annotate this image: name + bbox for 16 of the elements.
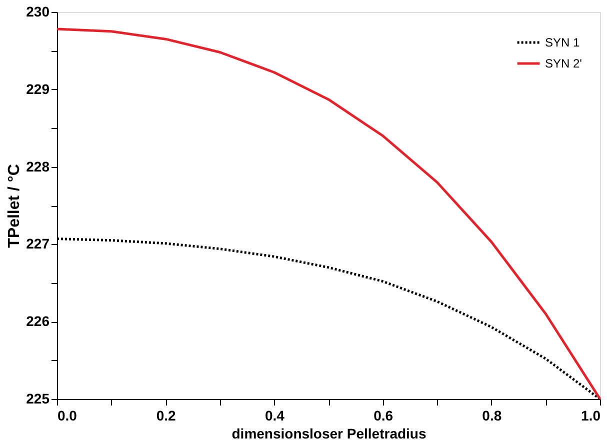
legend-label: SYN 2' [545,56,582,70]
y-tick-label: 230 [26,4,50,20]
x-axis-title: dimensionsloser Pelletradius [232,426,426,442]
x-tick-label: 0.0 [58,408,78,424]
x-tick-label: 0.2 [156,408,176,424]
x-tick-label: 0.6 [374,408,394,424]
x-tick-label: 0.8 [482,408,502,424]
y-tick-label: 226 [26,313,50,330]
x-tick-label: 0.4 [264,408,285,424]
y-tick-label: 229 [26,80,50,97]
y-axis-title: TPellet / °C [6,164,24,248]
legend-label: SYN 1 [545,36,580,50]
y-tick-label: 227 [26,236,50,252]
y-tick-label: 225 [26,390,50,406]
y-tick-label: 228 [26,158,50,174]
x-tick-label: 1.0 [581,408,601,424]
